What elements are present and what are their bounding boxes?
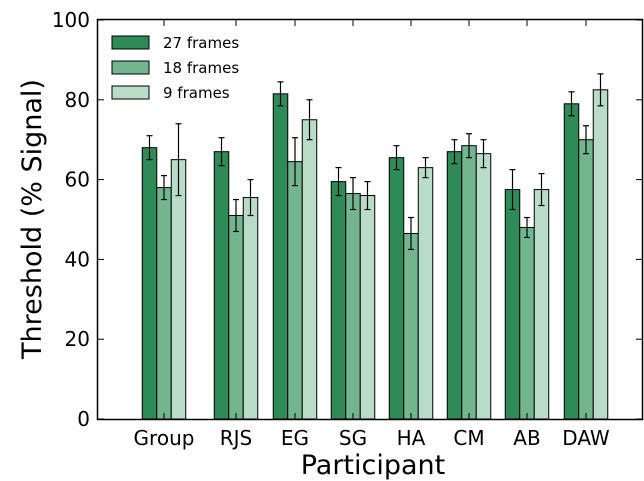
bar-sg-9-frames <box>359 195 376 420</box>
y-tick-label: 100 <box>52 8 90 32</box>
y-axis: 0 20 40 60 80 100 <box>52 8 642 431</box>
bar-ha-9-frames <box>417 167 434 420</box>
x-tick-label-daw: DAW <box>562 426 610 450</box>
legend-swatch-18-frames <box>111 60 150 75</box>
bar-ab-27-frames <box>504 189 521 420</box>
bar-group-18-frames <box>156 187 172 420</box>
x-axis-label: Participant <box>301 450 446 481</box>
bar-daw-9-frames <box>592 89 609 420</box>
bar-cm-18-frames <box>461 145 477 420</box>
bar-group-9-frames <box>170 159 187 420</box>
bar-daw-18-frames <box>578 139 594 420</box>
bar-rjs-9-frames <box>242 197 259 420</box>
bar-eg-18-frames <box>287 161 303 420</box>
bar-ab-18-frames <box>519 226 535 420</box>
y-axis-label: Threshold (% Signal) <box>17 79 48 360</box>
legend-label-18-frames: 18 frames <box>163 59 239 77</box>
bar-ha-18-frames <box>403 232 419 420</box>
bar-sg-27-frames <box>330 181 347 420</box>
y-tick-label: 0 <box>77 407 90 431</box>
bar-eg-9-frames <box>301 119 318 420</box>
bar-sg-18-frames <box>345 193 361 420</box>
plot-frame <box>96 18 644 421</box>
legend-label-27-frames: 27 frames <box>163 34 239 52</box>
error-bars-layer <box>146 73 604 251</box>
x-axis: Group RJS EG SG HA CM AB DAW <box>134 20 610 450</box>
x-tick-label-group: Group <box>134 426 195 450</box>
bar-rjs-18-frames <box>228 215 244 420</box>
y-tick-label: 20 <box>65 327 90 351</box>
x-tick-label-ha: HA <box>397 426 426 450</box>
x-tick-label-sg: SG <box>339 426 367 450</box>
bar-ha-27-frames <box>388 157 405 420</box>
legend-swatch-9-frames <box>111 85 150 100</box>
x-tick-label-cm: CM <box>453 426 484 450</box>
legend-label-9-frames: 9 frames <box>163 84 230 102</box>
bar-rjs-27-frames <box>213 151 230 420</box>
legend-swatch-27-frames <box>111 35 150 50</box>
legend: 27 frames 18 frames 9 frames <box>111 34 239 102</box>
x-tick-label-rjs: RJS <box>220 426 253 450</box>
x-tick-label-ab: AB <box>513 426 540 450</box>
x-tick-label-eg: EG <box>281 426 309 450</box>
bars-layer <box>141 89 609 420</box>
bar-cm-9-frames <box>475 153 492 420</box>
bar-eg-27-frames <box>272 93 289 420</box>
bar-cm-27-frames <box>446 151 463 420</box>
y-tick-label: 40 <box>65 247 90 271</box>
y-tick-label: 80 <box>65 88 90 112</box>
bar-group-27-frames <box>141 147 158 420</box>
bar-ab-9-frames <box>533 189 550 420</box>
y-tick-label: 60 <box>65 168 90 192</box>
bar-daw-27-frames <box>563 103 580 420</box>
